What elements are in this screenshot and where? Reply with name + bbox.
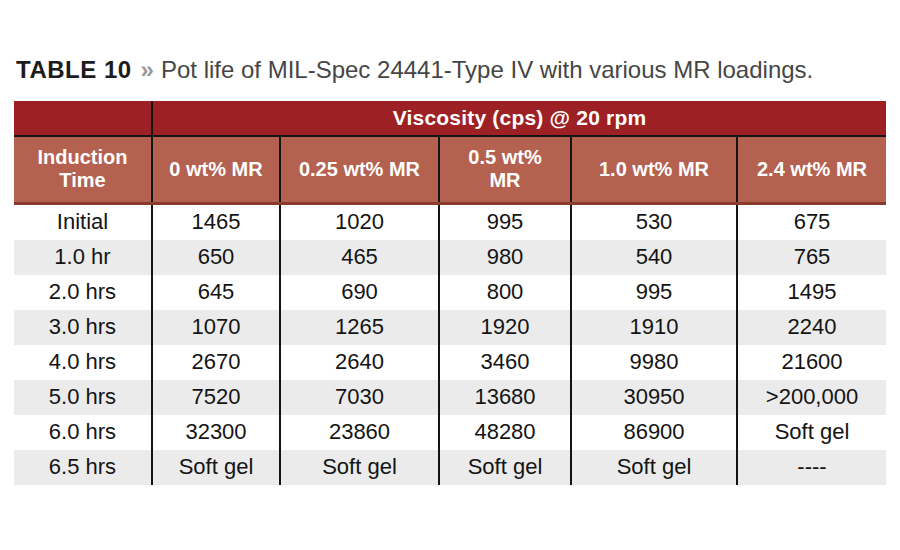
table-caption-text: Pot life of MIL-Spec 24441-Type IV with …: [161, 56, 813, 83]
row-label-cell: Initial: [14, 203, 152, 240]
value-cell: 1265: [280, 310, 439, 345]
value-cell: Soft gel: [152, 450, 280, 485]
value-cell: 7520: [152, 380, 280, 415]
value-cell: Soft gel: [439, 450, 571, 485]
value-cell: 48280: [439, 415, 571, 450]
value-cell: 540: [571, 240, 737, 275]
corner-cell: [14, 101, 152, 136]
column-header-0-5-wt: 0.5 wt% MR: [439, 136, 571, 203]
value-cell: 9980: [571, 345, 737, 380]
value-cell: 13680: [439, 380, 571, 415]
value-cell: 645: [152, 275, 280, 310]
value-cell: ----: [737, 450, 886, 485]
value-cell: 1920: [439, 310, 571, 345]
column-header-0-wt: 0 wt% MR: [152, 136, 280, 203]
table-caption: TABLE 10 » Pot life of MIL-Spec 24441-Type…: [16, 54, 884, 85]
row-label-cell: 6.0 hrs: [14, 415, 152, 450]
value-cell: 2670: [152, 345, 280, 380]
value-cell: 32300: [152, 415, 280, 450]
table-row: 6.0 hrs 32300 23860 48280 86900 Soft gel: [14, 415, 886, 450]
table-row: 2.0 hrs 645 690 800 995 1495: [14, 275, 886, 310]
value-cell: 7030: [280, 380, 439, 415]
value-cell: 1070: [152, 310, 280, 345]
table-body: Initial 1465 1020 995 530 675 1.0 hr 650…: [14, 203, 886, 485]
value-cell: 1465: [152, 203, 280, 240]
value-cell: Soft gel: [737, 415, 886, 450]
value-cell: Soft gel: [280, 450, 439, 485]
column-header-row: Induction Time 0 wt% MR 0.25 wt% MR 0.5 …: [14, 136, 886, 203]
row-label-cell: 1.0 hr: [14, 240, 152, 275]
value-cell: 23860: [280, 415, 439, 450]
chevrons-separator-icon: »: [141, 56, 154, 83]
value-cell: 21600: [737, 345, 886, 380]
column-header-0-25-wt: 0.25 wt% MR: [280, 136, 439, 203]
column-header-2-4-wt: 2.4 wt% MR: [737, 136, 886, 203]
value-cell: 675: [737, 203, 886, 240]
value-cell: 1910: [571, 310, 737, 345]
value-cell: 30950: [571, 380, 737, 415]
row-label-cell: 4.0 hrs: [14, 345, 152, 380]
value-cell: 765: [737, 240, 886, 275]
value-cell: 465: [280, 240, 439, 275]
table-row: 6.5 hrs Soft gel Soft gel Soft gel Soft …: [14, 450, 886, 485]
value-cell: 980: [439, 240, 571, 275]
value-cell: 995: [571, 275, 737, 310]
row-label-cell: 2.0 hrs: [14, 275, 152, 310]
table-number: TABLE 10: [16, 56, 132, 83]
table-row: 5.0 hrs 7520 7030 13680 30950 >200,000: [14, 380, 886, 415]
value-cell: 2240: [737, 310, 886, 345]
span-header-row: Viscosity (cps) @ 20 rpm: [14, 101, 886, 136]
value-cell: 1495: [737, 275, 886, 310]
row-label-cell: 5.0 hrs: [14, 380, 152, 415]
row-label-cell: 6.5 hrs: [14, 450, 152, 485]
table-row: 3.0 hrs 1070 1265 1920 1910 2240: [14, 310, 886, 345]
value-cell: 650: [152, 240, 280, 275]
table-row: Initial 1465 1020 995 530 675: [14, 203, 886, 240]
value-cell: 800: [439, 275, 571, 310]
value-cell: 3460: [439, 345, 571, 380]
row-label-cell: 3.0 hrs: [14, 310, 152, 345]
value-cell: 86900: [571, 415, 737, 450]
value-cell: >200,000: [737, 380, 886, 415]
column-header-induction-time: Induction Time: [14, 136, 152, 203]
value-cell: 995: [439, 203, 571, 240]
value-cell: Soft gel: [571, 450, 737, 485]
value-cell: 2640: [280, 345, 439, 380]
column-header-1-0-wt: 1.0 wt% MR: [571, 136, 737, 203]
viscosity-span-header: Viscosity (cps) @ 20 rpm: [152, 101, 886, 136]
viscosity-table: Viscosity (cps) @ 20 rpm Induction Time …: [14, 101, 886, 485]
value-cell: 1020: [280, 203, 439, 240]
value-cell: 690: [280, 275, 439, 310]
table-row: 1.0 hr 650 465 980 540 765: [14, 240, 886, 275]
table-row: 4.0 hrs 2670 2640 3460 9980 21600: [14, 345, 886, 380]
value-cell: 530: [571, 203, 737, 240]
table-head: Viscosity (cps) @ 20 rpm Induction Time …: [14, 101, 886, 203]
